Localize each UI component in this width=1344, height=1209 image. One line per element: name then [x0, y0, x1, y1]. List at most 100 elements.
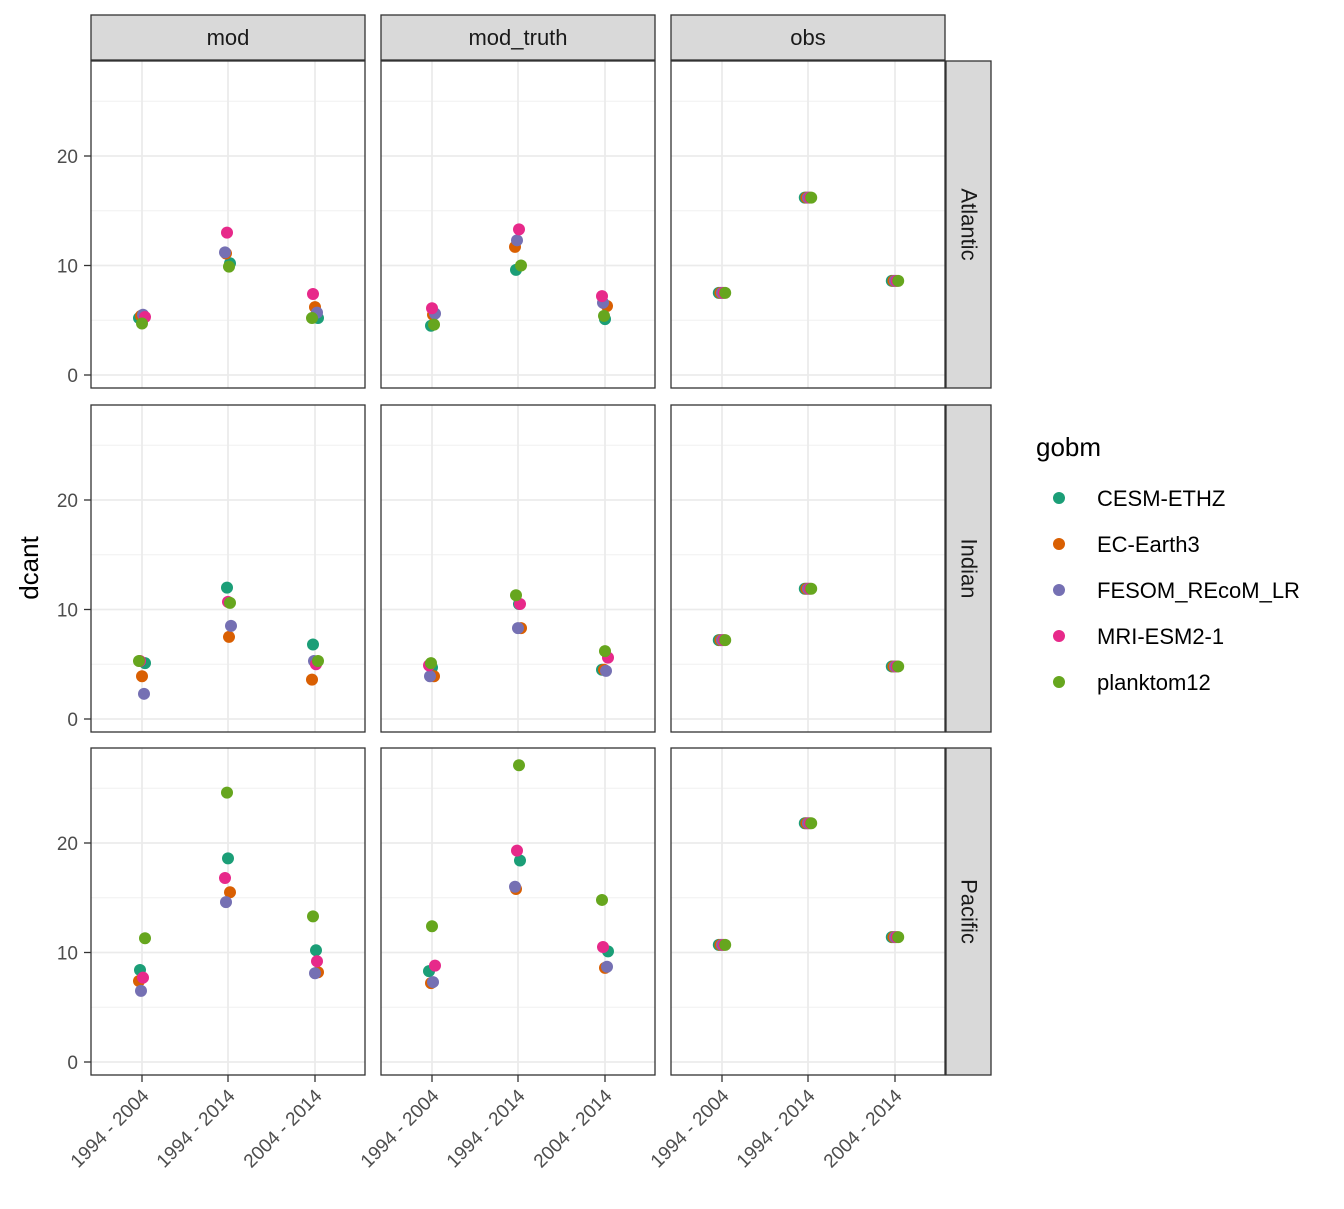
data-point-planktom12: [136, 317, 148, 330]
data-point-planktom12: [515, 259, 527, 272]
data-point-planktom12: [805, 582, 818, 595]
panel-obs-pacific: [670, 747, 946, 1076]
facet-strip-obs: [670, 14, 946, 61]
legend-key-fesom_recom_lr: [1053, 584, 1065, 596]
y-tick-label: 0: [67, 1053, 78, 1074]
data-point-planktom12: [719, 938, 732, 951]
data-point-fesom_recom_lr: [512, 622, 524, 635]
x-tick-label: 1994 - 2004: [357, 1085, 444, 1172]
data-point-fesom_recom_lr: [424, 670, 436, 683]
facet-row-label: Indian: [957, 539, 982, 599]
panel-obs-atlantic: [670, 60, 946, 389]
data-point-mri-esm2-1: [307, 287, 319, 300]
facet-row-label: Pacific: [957, 879, 982, 944]
facet-strip-mod_truth: [380, 14, 656, 61]
data-point-planktom12: [223, 260, 235, 273]
data-point-cesm-ethz: [307, 638, 319, 651]
legend-items: CESM-ETHZ EC-Earth3 FESOM_REcoM_LR MRI-ESM2…: [1053, 486, 1300, 695]
data-point-planktom12: [224, 596, 236, 609]
legend-label: CESM-ETHZ: [1097, 486, 1225, 511]
data-point-cesm-ethz: [221, 581, 233, 594]
panel-mod-pacific: [90, 747, 366, 1076]
data-point-mri-esm2-1: [426, 302, 438, 315]
data-point-mri-esm2-1: [221, 226, 233, 239]
data-point-planktom12: [805, 191, 818, 204]
data-point-ec-earth3: [224, 886, 236, 899]
data-point-planktom12: [513, 759, 525, 772]
data-point-mri-esm2-1: [597, 941, 609, 954]
data-point-planktom12: [719, 634, 732, 647]
data-point-planktom12: [307, 910, 319, 923]
data-point-mri-esm2-1: [219, 872, 231, 885]
panel-border: [670, 404, 946, 733]
data-point-planktom12: [599, 645, 611, 658]
data-point-planktom12: [719, 286, 732, 299]
data-point-fesom_recom_lr: [309, 967, 321, 980]
data-point-planktom12: [805, 817, 818, 830]
legend-key-mri-esm2-1: [1053, 630, 1065, 642]
legend-key-ec-earth3: [1053, 538, 1065, 550]
panel-mod-atlantic: [90, 60, 366, 389]
points-layer: [133, 191, 905, 997]
data-point-planktom12: [425, 657, 437, 670]
data-point-fesom_recom_lr: [601, 960, 613, 973]
legend-label: FESOM_REcoM_LR: [1097, 578, 1300, 603]
facet-strip-atlantic: [945, 60, 992, 389]
facet-column-label: obs: [790, 25, 825, 50]
data-point-planktom12: [133, 654, 145, 667]
facet-strip-mod: [90, 14, 366, 61]
data-point-ec-earth3: [306, 673, 318, 686]
facet-column-label: mod: [207, 25, 250, 50]
data-point-planktom12: [139, 932, 151, 945]
data-point-mri-esm2-1: [511, 844, 523, 857]
panel-border: [670, 60, 946, 389]
data-point-fesom_recom_lr: [600, 664, 612, 677]
data-point-mri-esm2-1: [596, 290, 608, 303]
data-point-planktom12: [428, 318, 440, 331]
y-tick-label: 10: [57, 601, 78, 622]
data-point-ec-earth3: [136, 670, 148, 683]
y-tick-label: 20: [57, 491, 78, 512]
facet-column-label: mod_truth: [468, 25, 567, 50]
panel-obs-indian: [670, 404, 946, 733]
x-tick-label: 1994 - 2004: [67, 1085, 154, 1172]
facet-strip-pacific: [945, 747, 992, 1076]
panel-border: [380, 60, 656, 389]
data-point-cesm-ethz: [310, 944, 322, 957]
legend-label: EC-Earth3: [1097, 532, 1200, 557]
data-point-planktom12: [892, 274, 905, 287]
data-point-planktom12: [306, 312, 318, 325]
legend-key-planktom12: [1053, 676, 1065, 688]
facet-strip-indian: [945, 404, 992, 733]
y-tick-label: 10: [57, 257, 78, 278]
facet-row-label: Atlantic: [957, 188, 982, 260]
data-point-fesom_recom_lr: [225, 619, 237, 632]
data-point-planktom12: [312, 654, 324, 667]
data-point-cesm-ethz: [222, 852, 234, 865]
panel-mod-indian: [90, 404, 366, 733]
data-point-fesom_recom_lr: [509, 880, 521, 893]
data-point-cesm-ethz: [514, 854, 526, 867]
y-tick-label: 20: [57, 834, 78, 855]
panel-border: [380, 404, 656, 733]
data-point-planktom12: [892, 931, 905, 944]
y-axis-title: dcant: [14, 535, 44, 599]
panel-mod_truth-indian: [380, 404, 656, 733]
y-tick-label: 10: [57, 944, 78, 965]
y-tick-label: 20: [57, 147, 78, 168]
x-tick-label: 2004 - 2014: [530, 1085, 617, 1172]
data-point-planktom12: [596, 893, 608, 906]
data-point-mri-esm2-1: [311, 955, 323, 968]
data-point-fesom_recom_lr: [427, 976, 439, 989]
strips-layer: mod mod_truth obs Atlantic Indian Pacific: [90, 14, 992, 1076]
data-point-mri-esm2-1: [137, 971, 149, 984]
data-point-fesom_recom_lr: [219, 246, 231, 259]
data-point-planktom12: [426, 920, 438, 933]
legend-label: planktom12: [1097, 670, 1211, 695]
y-tick-label: 0: [67, 710, 78, 731]
data-point-fesom_recom_lr: [220, 896, 232, 909]
data-point-mri-esm2-1: [429, 959, 441, 972]
x-tick-label: 2004 - 2014: [240, 1085, 327, 1172]
y-tick-label: 0: [67, 366, 78, 387]
data-point-fesom_recom_lr: [138, 687, 150, 700]
